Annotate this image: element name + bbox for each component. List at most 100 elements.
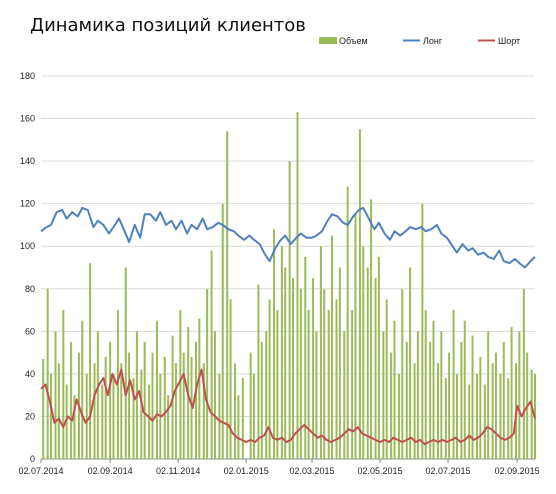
volume-bar — [436, 363, 439, 459]
volume-bar — [280, 246, 283, 459]
y-tick-label: 180 — [20, 71, 35, 81]
volume-bar — [494, 352, 497, 459]
volume-bar — [213, 331, 216, 459]
volume-bar — [440, 331, 443, 459]
volume-bar — [284, 267, 287, 459]
volume-bar — [374, 278, 377, 459]
volume-bar — [518, 331, 521, 459]
volume-bar — [444, 378, 447, 459]
volume-bar — [487, 331, 490, 459]
volume-bar — [81, 320, 84, 459]
volume-bar — [448, 352, 451, 459]
volume-bar — [362, 246, 365, 459]
x-axis: 02.07.2014 02.09.2014 02.11.2014 02.01.2015… — [18, 459, 540, 476]
volume-bar — [507, 378, 510, 459]
volume-bar — [265, 331, 268, 459]
long-line — [40, 206, 536, 269]
volume-bar — [312, 278, 315, 459]
volume-bar — [346, 186, 349, 459]
volume-bar — [510, 327, 513, 459]
y-tick-label: 160 — [20, 114, 35, 124]
volume-bar — [128, 352, 131, 459]
volume-bar — [202, 363, 205, 459]
volume-bar — [397, 373, 400, 459]
volume-bar — [57, 363, 60, 459]
volume-bar — [257, 284, 260, 459]
volume-bar — [260, 341, 263, 459]
legend-swatch-volume — [319, 37, 337, 44]
volume-bar — [530, 369, 533, 459]
volume-bar — [268, 299, 271, 459]
volume-bar — [241, 378, 244, 459]
volume-bar — [50, 373, 53, 459]
volume-bar — [409, 267, 412, 459]
y-axis: 0 20 40 60 80 100 120 140 160 180 — [20, 71, 35, 464]
x-tick-label: 02.09.2015 — [495, 466, 540, 476]
volume-bar — [502, 341, 505, 459]
legend-label-volume: Объем — [339, 36, 368, 46]
volume-bar — [85, 373, 88, 459]
volume-bar — [226, 131, 229, 460]
volume-bar — [343, 331, 346, 459]
volume-bar — [296, 112, 299, 459]
x-tick-label: 02.03.2015 — [289, 466, 334, 476]
volume-bar — [249, 352, 252, 459]
volume-bars — [42, 112, 536, 460]
volume-bar — [491, 363, 494, 459]
volume-bar — [499, 373, 502, 459]
volume-bar — [385, 299, 388, 459]
volume-bar — [468, 384, 471, 459]
volume-bar — [338, 267, 341, 459]
legend-label-long: Лонг — [423, 36, 443, 46]
volume-bar — [206, 288, 209, 459]
volume-bar — [315, 331, 318, 459]
volume-bar — [382, 331, 385, 459]
volume-bar — [476, 373, 479, 459]
volume-bar — [143, 341, 146, 459]
volume-bar — [96, 331, 99, 459]
volume-bar — [416, 331, 419, 459]
volume-bar — [221, 203, 224, 459]
volume-bar — [323, 288, 326, 459]
volume-bar — [65, 384, 68, 459]
series-lines — [40, 206, 536, 446]
volume-bar — [452, 310, 455, 459]
volume-bar — [174, 363, 177, 459]
volume-bar — [331, 235, 334, 459]
x-tick-label: 02.09.2014 — [88, 466, 133, 476]
volume-bar — [140, 369, 143, 459]
volume-bar — [109, 341, 112, 459]
y-tick-label: 40 — [25, 369, 35, 379]
volume-bar — [132, 378, 135, 459]
volume-bar — [237, 395, 240, 459]
y-tick-label: 60 — [25, 326, 35, 336]
y-tick-label: 80 — [25, 284, 35, 294]
volume-bar — [335, 299, 338, 459]
volume-bar — [455, 373, 458, 459]
volume-bar — [73, 395, 76, 459]
volume-bar — [304, 256, 307, 459]
volume-bar — [432, 320, 435, 459]
volume-bar — [358, 129, 361, 459]
volume-bar — [429, 341, 432, 459]
legend: Объем Лонг Шорт — [319, 36, 520, 46]
volume-bar — [234, 363, 237, 459]
volume-bar — [155, 320, 158, 459]
volume-bar — [327, 310, 330, 459]
volume-bar — [483, 384, 486, 459]
volume-bar — [104, 356, 107, 459]
volume-bar — [46, 288, 49, 459]
volume-bar — [522, 288, 525, 459]
volume-bar — [463, 320, 466, 459]
volume-bar — [54, 331, 57, 459]
volume-bar — [182, 352, 185, 459]
volume-bar — [273, 229, 276, 459]
volume-bar — [179, 310, 182, 459]
volume-bar — [424, 310, 427, 459]
volume-bar — [198, 318, 201, 459]
volume-bar — [229, 299, 232, 459]
volume-bar — [148, 384, 151, 459]
volume-bar — [276, 310, 279, 459]
volume-bar — [479, 356, 482, 459]
